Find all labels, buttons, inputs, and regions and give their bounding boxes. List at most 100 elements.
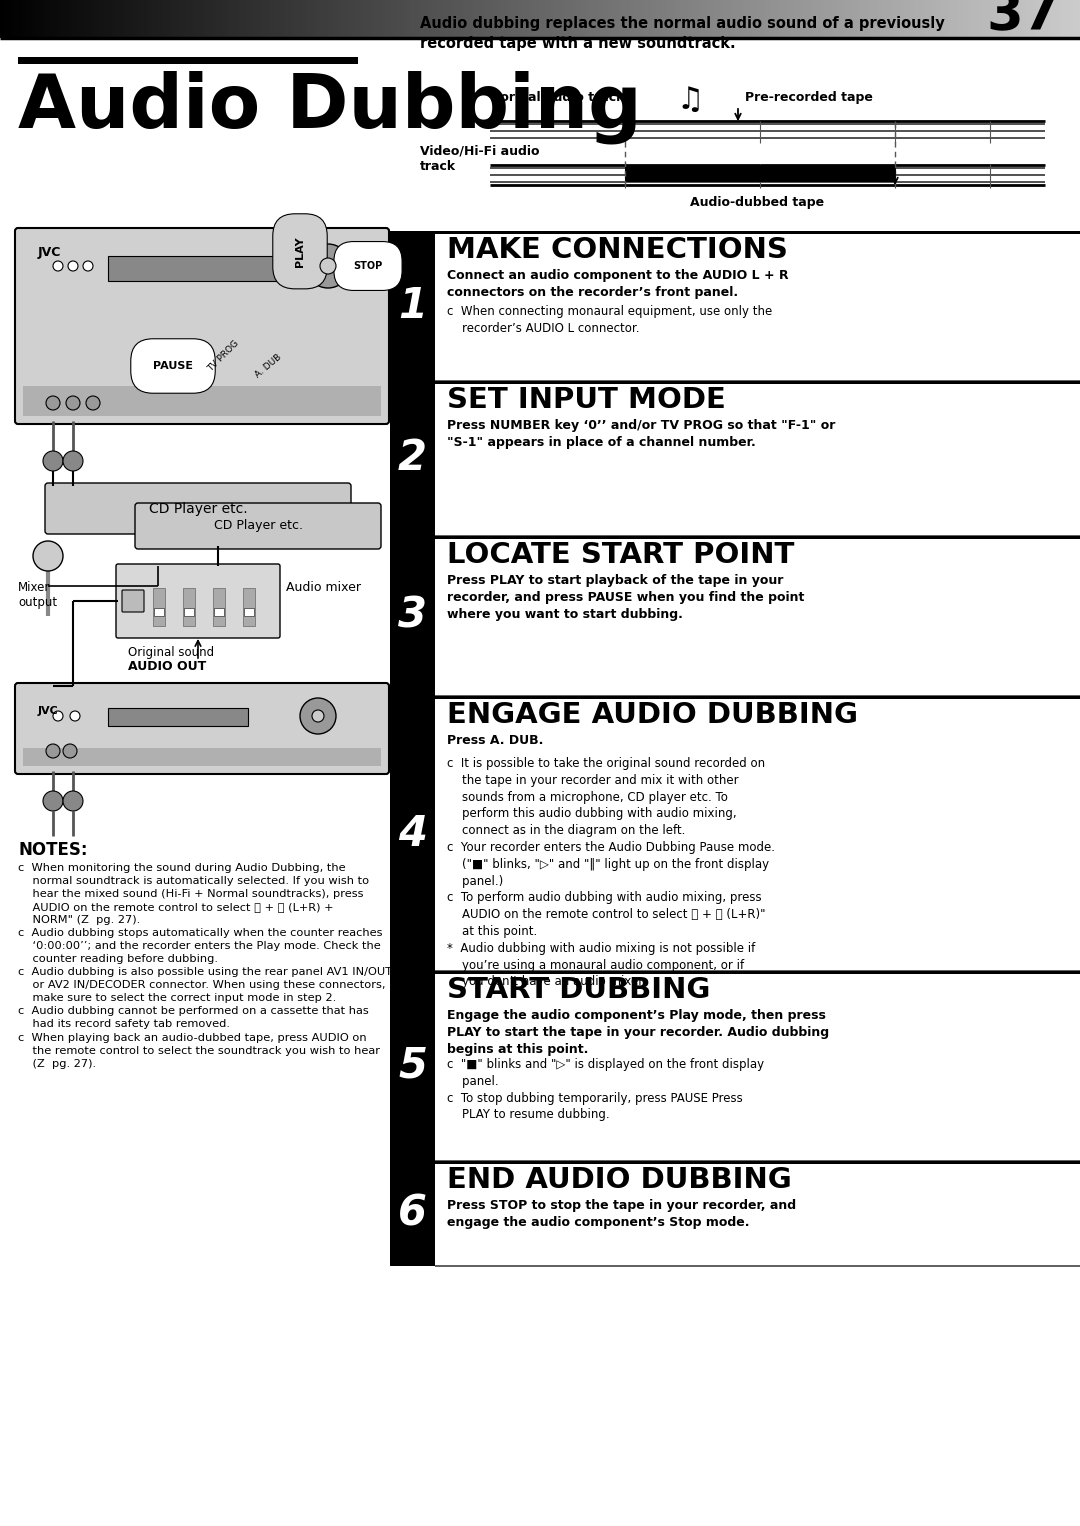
Bar [1044,0,1048,38]
Bar [230,0,234,38]
Bar [346,0,350,38]
Bar [40,0,43,38]
Bar [170,0,173,38]
Text: c  When monitoring the sound during Audio Dubbing, the
    normal soundtrack is : c When monitoring the sound during Audio… [18,864,392,1068]
Bar [861,0,864,38]
Bar [651,0,656,38]
Bar [486,0,490,38]
Bar [270,0,274,38]
Bar [386,0,389,38]
Bar [670,0,674,38]
Circle shape [306,244,350,288]
Bar [36,0,40,38]
Text: 3: 3 [399,595,427,636]
Bar [295,0,299,38]
Bar [14,0,18,38]
FancyBboxPatch shape [15,684,389,774]
Bar [619,0,623,38]
Text: Press STOP to stop the tape in your recorder, and
engage the audio component’s S: Press STOP to stop the tape in your reco… [447,1199,796,1228]
Bar [580,0,583,38]
Bar [778,0,782,38]
Bar [435,536,1080,539]
Bar [83,0,86,38]
Bar [108,0,112,38]
Bar [910,0,915,38]
Bar [893,0,896,38]
Bar [742,0,745,38]
Bar [856,0,861,38]
Bar [478,0,483,38]
Circle shape [68,261,78,272]
Bar [148,0,151,38]
Bar [227,0,231,38]
Bar [900,0,904,38]
Bar [543,0,548,38]
Circle shape [43,452,63,472]
Bar [214,607,224,617]
Bar [1012,0,1015,38]
Bar [364,0,367,38]
Bar [1015,0,1020,38]
Bar [8,0,11,38]
Bar [565,0,569,38]
Bar [936,0,940,38]
Bar [198,0,202,38]
Bar [770,0,774,38]
Bar [278,0,281,38]
Bar [515,0,518,38]
Bar [907,0,912,38]
Bar [321,0,324,38]
Bar [673,0,677,38]
Text: 4: 4 [399,812,427,855]
Bar [238,0,242,38]
Text: 6: 6 [399,1192,427,1235]
Bar [454,0,458,38]
Bar [875,0,879,38]
Bar [11,0,15,38]
Bar [267,0,270,38]
Text: c  "■" blinks and "▷" is displayed on the front display
    panel.
c  To stop du: c "■" blinks and "▷" is displayed on the… [447,1058,765,1122]
Bar [497,0,501,38]
Bar [943,0,947,38]
Bar [390,230,435,382]
Bar [151,0,156,38]
Bar [29,0,32,38]
Bar [594,0,598,38]
Bar [738,0,742,38]
Bar [691,0,696,38]
Bar [213,588,225,626]
Bar [446,0,450,38]
FancyBboxPatch shape [45,484,351,534]
Bar [418,0,421,38]
Text: Mixer
output: Mixer output [18,581,57,609]
Bar [1040,0,1044,38]
Bar [821,0,825,38]
Bar [176,0,180,38]
Bar [23,748,381,766]
Text: AUDIO OUT: AUDIO OUT [129,661,206,673]
Bar [108,256,288,281]
Bar [262,0,267,38]
Bar [975,0,980,38]
Bar [306,0,310,38]
Text: Normal audio track: Normal audio track [490,92,624,104]
Text: Video/Hi-Fi audio
track: Video/Hi-Fi audio track [420,143,540,174]
Bar [526,0,529,38]
Bar [244,607,254,617]
Bar [648,0,652,38]
Bar [1048,0,1052,38]
Bar [950,0,955,38]
Bar [724,0,728,38]
Bar [562,0,566,38]
Text: Pre-recorded tape: Pre-recorded tape [745,92,873,104]
Bar [926,0,929,38]
Bar [316,0,321,38]
Bar [468,0,472,38]
Bar [165,0,170,38]
Bar [940,0,944,38]
FancyBboxPatch shape [116,565,280,638]
Bar [18,56,357,64]
Bar [625,165,895,182]
Bar [108,708,248,726]
Bar [872,0,875,38]
